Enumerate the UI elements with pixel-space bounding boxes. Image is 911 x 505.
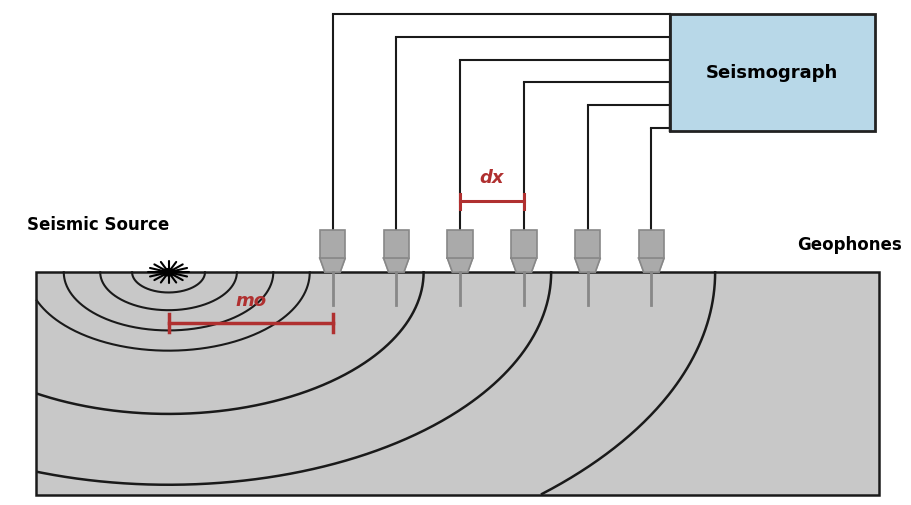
Bar [511, 231, 537, 259]
Polygon shape [447, 259, 473, 273]
Bar [320, 231, 345, 259]
Bar [639, 231, 664, 259]
Bar [575, 231, 600, 259]
Polygon shape [511, 259, 537, 273]
Text: dx: dx [480, 169, 504, 187]
Text: mo: mo [235, 291, 266, 309]
Bar [447, 231, 473, 259]
Bar [36, 273, 879, 495]
Circle shape [162, 269, 175, 276]
Text: Geophones: Geophones [797, 236, 902, 254]
Polygon shape [639, 259, 664, 273]
Text: Seismograph: Seismograph [706, 64, 838, 82]
Polygon shape [320, 259, 345, 273]
Polygon shape [575, 259, 600, 273]
Text: Seismic Source: Seismic Source [27, 216, 169, 234]
Bar [384, 231, 409, 259]
Polygon shape [384, 259, 409, 273]
Bar [670, 15, 875, 131]
